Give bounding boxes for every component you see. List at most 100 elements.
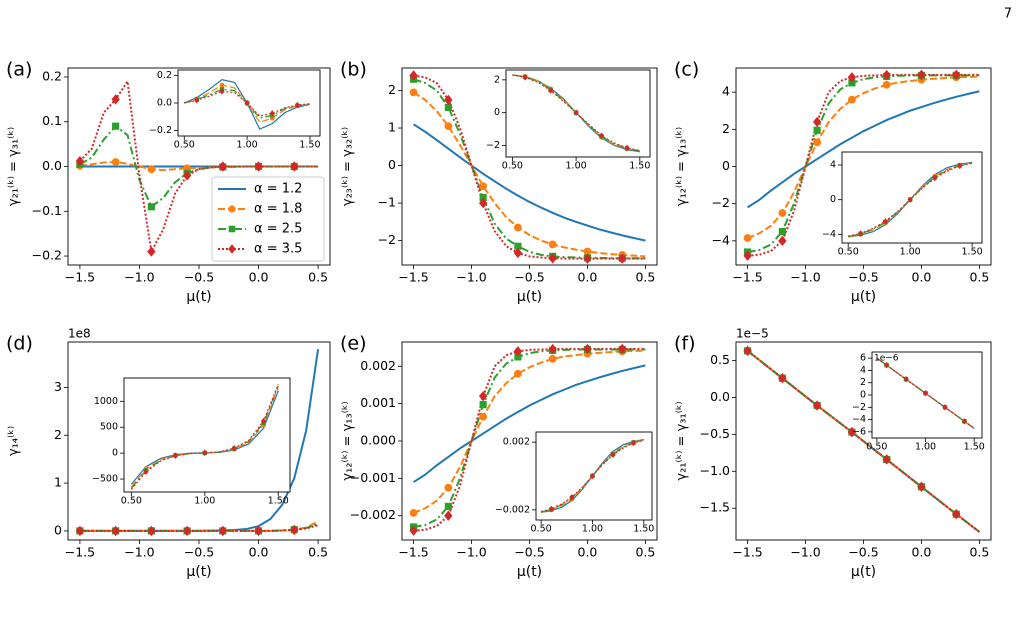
marker [182,170,192,181]
x-tick-label: 1.50 [633,524,654,535]
marker [548,87,554,94]
x-tick-label: 1.00 [194,496,215,507]
marker [269,110,275,117]
marker [479,412,488,421]
series-line [848,162,973,238]
marker [942,404,948,411]
axes-frame [177,69,321,137]
y-tick-label: −1.0 [700,463,730,478]
marker [589,472,596,480]
series-line [512,74,640,152]
y-tick-label: 2 [722,121,730,136]
y-axis-label: γ₁₂⁽ᵏ⁾ = γ₁₃⁽ᵏ⁾ [675,127,690,206]
y-tick-label: 0.0 [710,389,730,404]
marker [548,253,557,264]
x-tick-label: −0.5 [514,270,544,285]
y-tick-label: 0.001 [360,395,396,410]
marker [907,196,913,203]
y-tick-label: −4 [712,232,730,247]
y-tick-label: 0.2 [42,68,62,83]
x-tick-label: 0.0 [249,545,269,560]
panel-label: (e) [340,333,367,355]
axes-frame [401,67,658,266]
y-axis-label: γ₁₄⁽ᵏ⁾ [7,426,22,456]
x-tick-label: −1.0 [790,270,820,285]
x-tick-label: 0.5 [969,545,989,560]
axes-frame [841,151,983,244]
x-tick-label: 0.0 [578,270,598,285]
marker [630,439,637,447]
series-line [540,439,644,513]
x-tick-label: 0.50 [174,140,195,151]
marker [882,454,891,465]
x-tick-label: −0.5 [184,270,214,285]
x-tick-label: 0.5 [635,545,655,560]
y-tick-label: −0.002 [350,507,396,522]
marker [290,524,299,536]
series-line [746,350,981,533]
marker [172,452,178,459]
x-tick-label: −0.5 [848,545,878,560]
x-tick-label: 0.50 [531,524,552,535]
legend-label: α = 3.5 [254,242,302,257]
x-tick-label: −1.0 [456,545,486,560]
marker [812,116,822,128]
marker [147,246,156,257]
y-tick-label: −4 [852,414,866,425]
marker [882,69,891,81]
marker [111,94,120,105]
y-tick-label: −2 [486,140,500,151]
x-tick-label: −0.5 [514,545,544,560]
x-tick-label: −1.0 [456,270,486,285]
x-tick-label: 0.50 [866,442,887,453]
x-tick-label: −1.0 [124,270,154,285]
marker [624,144,630,152]
marker [111,525,120,537]
axes-frame [735,67,992,266]
marker [610,451,616,459]
marker [182,525,192,537]
marker [514,353,522,361]
marker [922,390,929,397]
y-tick-label: 500 [100,422,118,433]
x-tick-label: 1.00 [566,161,587,172]
x-tick-label: 1.50 [962,247,983,258]
x-tick-label: −0.5 [848,270,878,285]
x-tick-label: 0.0 [578,545,598,560]
marker [219,88,225,95]
y-tick-label: −2 [712,195,730,210]
legend-marker [228,225,236,233]
series-line [413,347,646,532]
marker [618,343,627,355]
marker [778,209,787,217]
marker [260,417,267,425]
offset-text: 1e−6 [874,354,899,364]
y-tick-label: −2 [378,232,396,247]
legend-marker [228,205,236,213]
x-tick-label: 0.50 [502,161,523,172]
marker [409,525,418,536]
marker [478,390,488,402]
x-tick-label: −1.5 [65,270,95,285]
marker [218,161,227,172]
y-tick-label: 2 [494,74,500,85]
axes-frame [401,341,658,541]
y-axis-label: γ₂₃⁽ᵏ⁾ = γ₃₂⁽ᵏ⁾ [341,127,356,206]
x-tick-label: −1.5 [398,545,428,560]
marker [479,182,488,191]
marker [111,158,120,166]
marker [444,510,453,521]
y-tick-label: 2 [54,427,62,442]
marker [219,82,225,88]
marker [409,509,418,517]
marker [294,101,300,109]
marker [112,122,120,130]
marker [548,505,554,513]
series-line [79,78,319,255]
marker [75,525,85,537]
x-tick-label: −1.0 [124,545,154,560]
series-line [747,90,980,209]
legend-label: α = 1.2 [254,182,302,197]
